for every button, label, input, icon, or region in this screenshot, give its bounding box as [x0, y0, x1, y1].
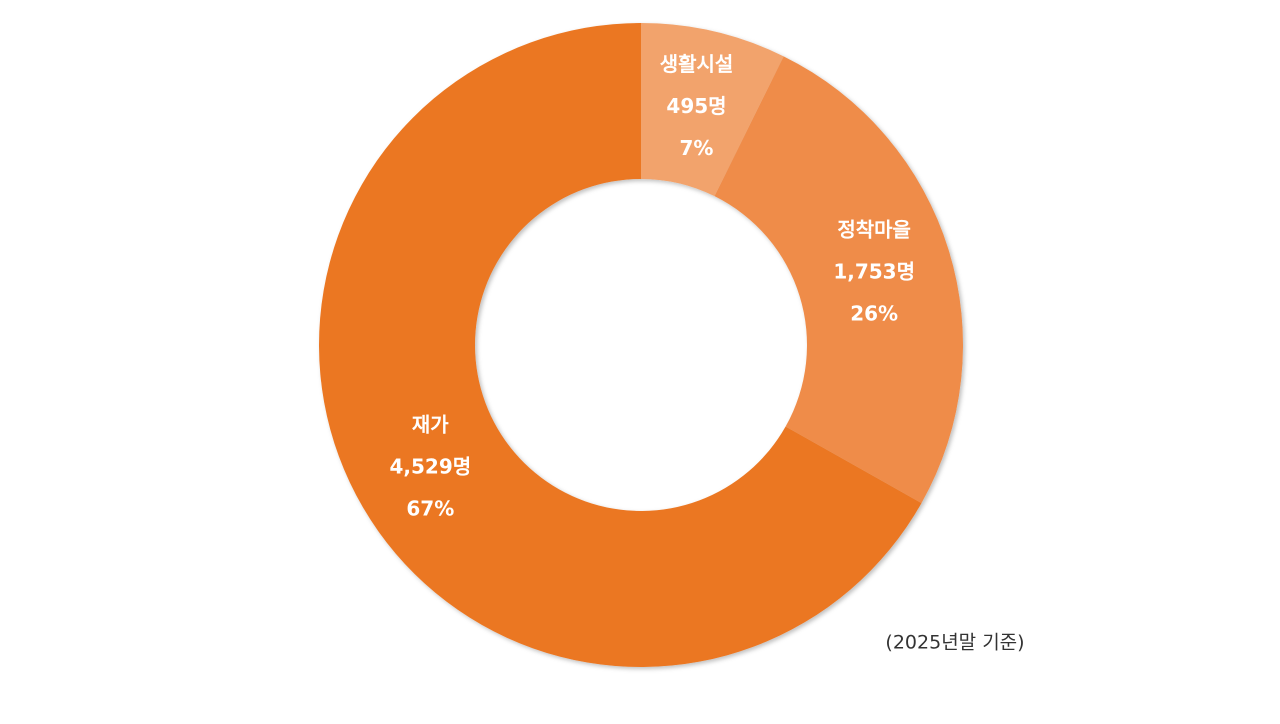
slice [714, 56, 963, 504]
donut [319, 23, 963, 667]
slice-label: 생활시설 [660, 52, 734, 76]
slice [319, 23, 922, 667]
note: (2025년말 기준) [885, 632, 1024, 654]
value-label: 1,753명 [833, 260, 915, 284]
slice-label: 재가 [412, 413, 449, 437]
slice [641, 23, 784, 197]
percentage-label: 67% [406, 497, 454, 521]
percentage-label: 26% [850, 302, 898, 326]
value-label: 495명 [666, 94, 726, 118]
value-label: 4,529명 [389, 455, 471, 479]
percentage-label: 7% [680, 136, 714, 160]
labels: 생활시설 495명 7% 정착마을 1,753명 26% 재가 4,529명 67% [389, 52, 915, 521]
slice-label: 정착마을 [837, 218, 911, 242]
